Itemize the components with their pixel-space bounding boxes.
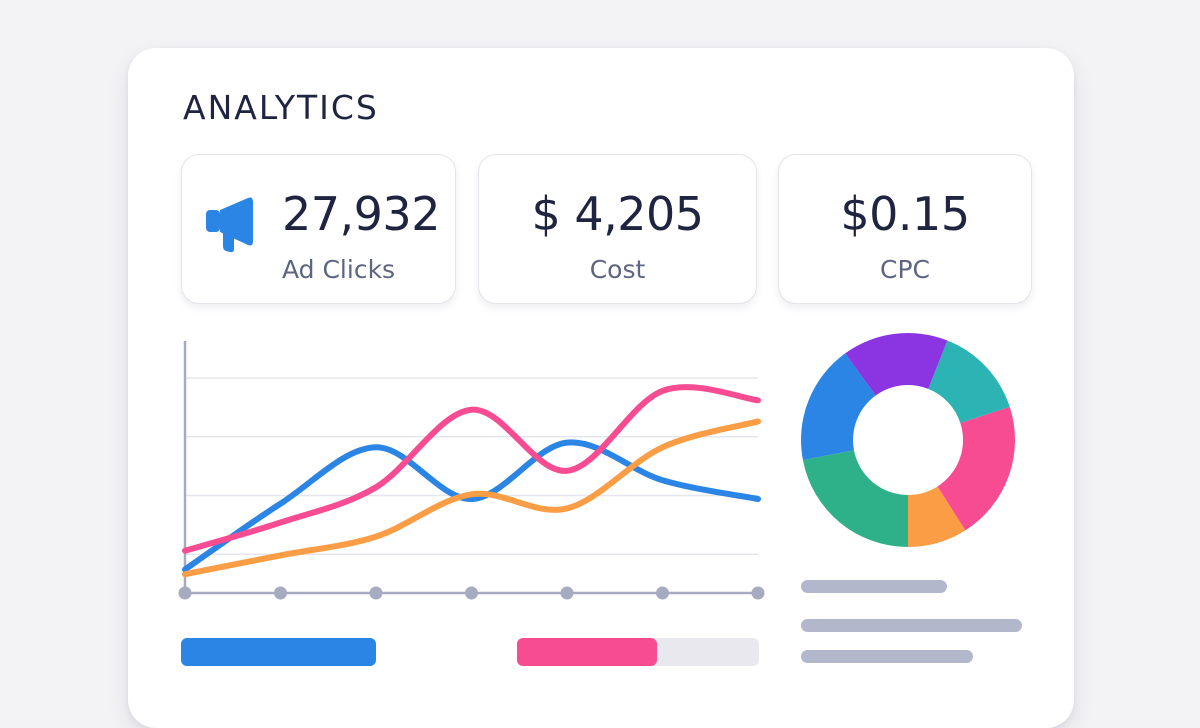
charts-area	[178, 333, 1015, 600]
donut-slice	[908, 486, 966, 547]
donut-slice	[937, 406, 1015, 531]
ad-clicks-label: Ad Clicks	[282, 255, 396, 284]
cpc-value: $0.15	[840, 187, 970, 241]
line-series-blue	[182, 439, 761, 573]
donut-slice	[802, 450, 908, 547]
line-series-orange	[182, 418, 761, 578]
ad-clicks-value: 27,932	[282, 187, 440, 241]
progress-bar-blue	[181, 638, 376, 666]
x-tick-dot	[751, 586, 765, 600]
x-tick-dot	[369, 586, 383, 600]
cpc-label: CPC	[880, 255, 930, 284]
x-tick-dot	[465, 586, 478, 600]
donut-chart	[800, 333, 1015, 547]
stat-card-cpc[interactable]: $0.15 CPC	[778, 154, 1032, 304]
x-tick-dot	[274, 586, 287, 600]
analytics-panel: ANALYTICS 27,932 Ad Clicks $ 4,205 Cost …	[128, 48, 1074, 728]
line-series-pink	[182, 384, 761, 554]
progress-bar-pink-track	[517, 638, 759, 666]
legend-line-2	[801, 619, 1022, 632]
legend-line-3	[801, 650, 973, 663]
progress-bar-pink-fill	[517, 638, 658, 666]
line-chart	[178, 341, 765, 600]
donut-slice	[800, 353, 876, 461]
stat-card-cost[interactable]: $ 4,205 Cost	[478, 154, 757, 304]
megaphone-icon	[206, 197, 253, 253]
x-tick-dot	[656, 586, 669, 600]
x-tick-dot	[178, 586, 192, 600]
legend-line-1	[801, 580, 947, 593]
donut-slice	[928, 340, 1010, 424]
page-title: ANALYTICS	[183, 88, 379, 127]
stat-card-ad-clicks[interactable]: 27,932 Ad Clicks	[181, 154, 456, 304]
cost-value: $ 4,205	[531, 187, 704, 241]
cost-label: Cost	[589, 255, 646, 284]
x-tick-dot	[560, 586, 574, 600]
donut-slice	[845, 333, 948, 396]
